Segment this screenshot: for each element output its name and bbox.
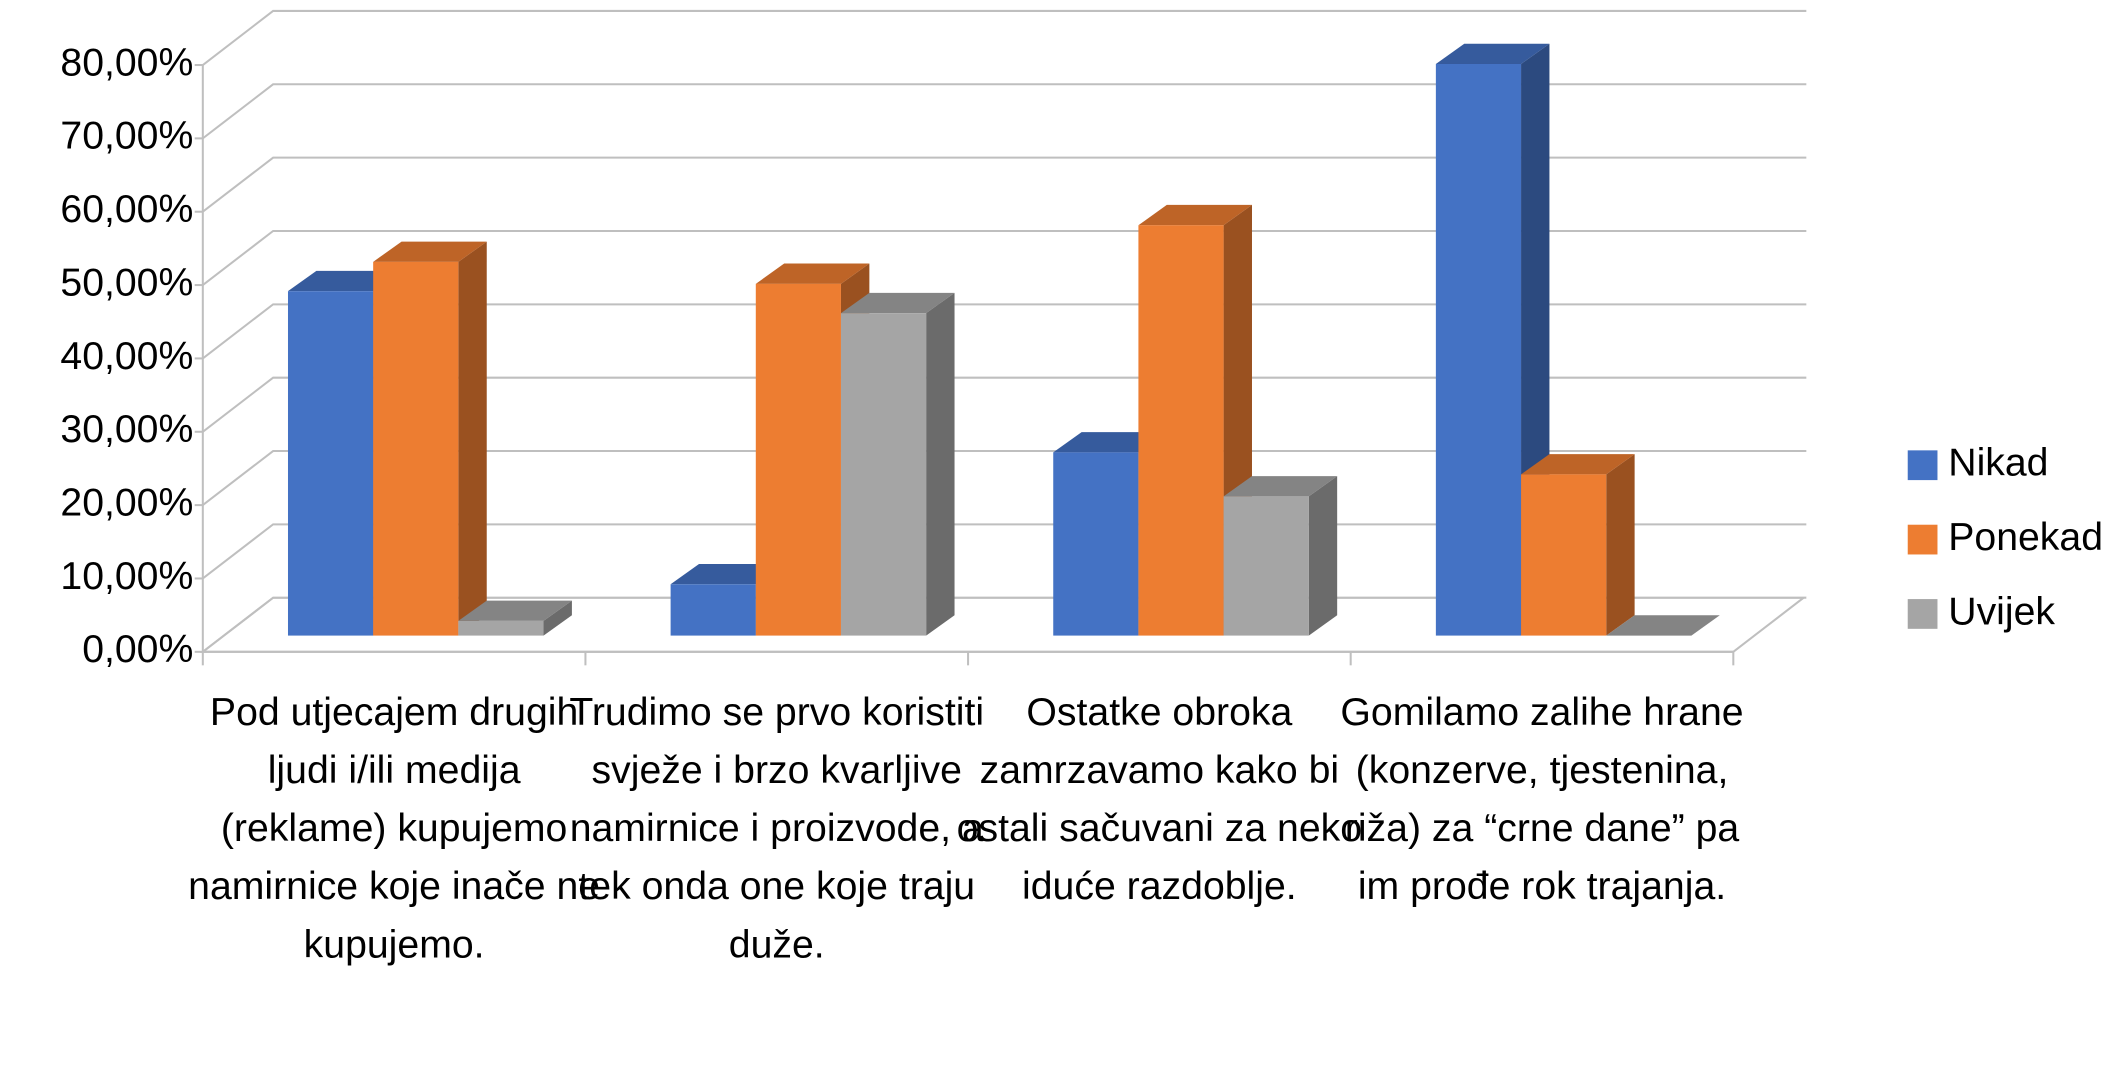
grid-line bbox=[202, 450, 1807, 506]
grid-line bbox=[202, 303, 1807, 360]
y-tick-label: 10,00% bbox=[60, 555, 193, 598]
legend-swatch bbox=[1907, 524, 1938, 555]
bar-front bbox=[1138, 225, 1224, 636]
grid-line bbox=[202, 229, 1807, 286]
x-tick-label: Pod utjecajem drugih ljudi i/ili medija … bbox=[188, 691, 601, 967]
x-label-box: Ostatke obroka zamrzavamo kako bi ostali… bbox=[956, 691, 1363, 909]
grid-line bbox=[202, 376, 1807, 433]
bar-top bbox=[1223, 476, 1338, 497]
legend-label: Nikad bbox=[1948, 442, 2048, 485]
bar-front bbox=[1223, 496, 1309, 636]
bar bbox=[1606, 615, 1720, 636]
bar-top bbox=[755, 263, 870, 284]
legend-label: Ponekad bbox=[1948, 516, 2103, 559]
bar-front bbox=[840, 313, 927, 636]
bar-side bbox=[543, 600, 572, 636]
bar-front bbox=[1435, 63, 1522, 636]
x-tick-label: Gomilamo zalihe hrane (konzerve, tjesten… bbox=[1340, 691, 1744, 909]
bar-side bbox=[926, 292, 955, 636]
bar-side bbox=[1606, 454, 1635, 636]
legend-swatch bbox=[1907, 599, 1938, 629]
legend-swatch bbox=[1907, 450, 1938, 481]
y-tick-label: 80,00% bbox=[60, 41, 193, 84]
bar-top bbox=[1138, 204, 1252, 226]
bar-side bbox=[1308, 476, 1338, 636]
bar bbox=[1521, 454, 1635, 636]
y-tick-label: 50,00% bbox=[60, 261, 193, 304]
bar bbox=[373, 241, 487, 636]
y-tick-label: 40,00% bbox=[60, 335, 193, 378]
bar-front bbox=[373, 261, 459, 636]
y-tick-label: 60,00% bbox=[60, 188, 193, 231]
bar-top bbox=[1606, 615, 1720, 636]
bar bbox=[458, 600, 572, 636]
bar-front bbox=[755, 283, 841, 636]
bar-top bbox=[458, 600, 572, 621]
legend-label: Uvijek bbox=[1948, 590, 2055, 633]
grid-line bbox=[202, 83, 1807, 140]
x-label-box: Gomilamo zalihe hrane (konzerve, tjesten… bbox=[1340, 691, 1744, 909]
bar-top bbox=[670, 564, 785, 585]
y-tick-label: 70,00% bbox=[60, 115, 193, 158]
x-tick-label: Ostatke obroka zamrzavamo kako bi ostali… bbox=[956, 691, 1363, 909]
y-tick-label: 30,00% bbox=[60, 408, 193, 451]
x-label-box: Trudimo se prvo koristiti svježe i brzo … bbox=[569, 691, 985, 967]
bar-top bbox=[1435, 43, 1550, 64]
bar-front bbox=[1521, 474, 1607, 636]
bar bbox=[1435, 43, 1550, 636]
y-tick-label: 0,00% bbox=[82, 628, 193, 671]
bar-side bbox=[458, 241, 487, 636]
x-label-box: Pod utjecajem drugih ljudi i/ili medija … bbox=[188, 691, 601, 967]
bar-top bbox=[840, 292, 955, 314]
bar-front bbox=[1053, 452, 1139, 636]
bar-front bbox=[287, 291, 374, 636]
bar-front bbox=[458, 620, 544, 636]
grid-line bbox=[202, 156, 1807, 213]
bar-top bbox=[1521, 454, 1635, 475]
y-tick-label: 20,00% bbox=[60, 481, 193, 524]
bar bbox=[840, 292, 955, 636]
grid-line bbox=[202, 9, 1807, 66]
bar-top bbox=[373, 241, 487, 262]
x-tick-label: Trudimo se prvo koristiti svježe i brzo … bbox=[569, 691, 985, 967]
bar-front bbox=[670, 584, 756, 636]
bar bbox=[1223, 476, 1338, 636]
